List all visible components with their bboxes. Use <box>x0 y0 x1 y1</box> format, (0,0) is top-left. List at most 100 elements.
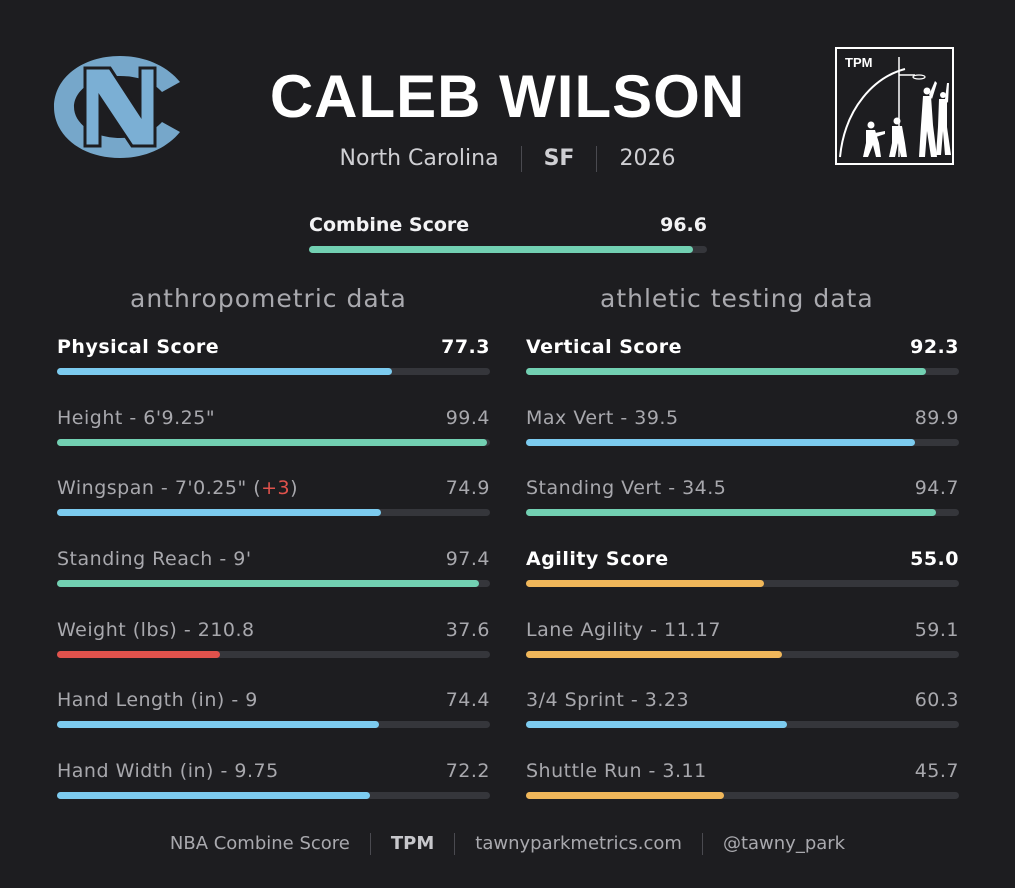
metric-track <box>57 580 490 588</box>
metric-label: Hand Length (in) - 9 <box>57 689 258 711</box>
footer-title: NBA Combine Score <box>169 833 350 854</box>
metric-track <box>57 721 490 729</box>
metric-label: Standing Reach - 9' <box>57 548 252 570</box>
metric-bar <box>57 721 380 729</box>
metric-bar <box>57 580 479 588</box>
tpm-logo: TPM <box>835 47 954 165</box>
combine-score-value: 96.6 <box>660 214 707 236</box>
metric-track <box>526 509 959 517</box>
metric-label-text: Max Vert - 39.5 <box>526 406 679 429</box>
metric-label: Agility Score <box>526 548 669 570</box>
metric-row: Hand Width (in) - 9.75 72.2 <box>57 760 490 831</box>
metric-track <box>526 580 959 588</box>
metric-value: 97.4 <box>445 548 490 571</box>
metric-value: 99.4 <box>445 406 490 429</box>
score-header: Vertical Score 92.3 <box>526 336 959 407</box>
metric-label: 3/4 Sprint - 3.23 <box>526 689 689 711</box>
wingspan-diff: +3 <box>261 477 291 500</box>
divider <box>454 833 456 855</box>
metric-row: Max Vert - 39.5 89.9 <box>526 407 959 478</box>
metric-label-text: Wingspan - 7'0.25" ( <box>57 477 262 500</box>
unc-logo <box>54 56 180 158</box>
metric-row: Standing Reach - 9' 97.4 <box>57 548 490 619</box>
metric-value: 37.6 <box>445 618 490 641</box>
metric-bar <box>526 580 765 588</box>
athletic-title: athletic testing data <box>600 284 874 313</box>
svg-text:TPM: TPM <box>845 55 872 70</box>
metric-label-text: Physical Score <box>57 336 220 358</box>
metric-value: 74.4 <box>445 689 490 712</box>
combine-score-bar <box>309 246 694 253</box>
metric-label: Weight (lbs) - 210.8 <box>57 619 255 641</box>
metric-bar <box>526 368 926 375</box>
divider <box>596 146 598 172</box>
metric-label: Hand Width (in) - 9.75 <box>57 760 279 782</box>
metric-label: Wingspan - 7'0.25" (+3) <box>57 477 298 499</box>
metric-track <box>526 368 959 375</box>
metric-label-text: Height - 6'9.25" <box>57 406 216 429</box>
metric-bar <box>526 792 724 800</box>
metric-label: Lane Agility - 11.17 <box>526 619 721 641</box>
divider <box>701 833 703 855</box>
footer-website: tawnyparkmetrics.com <box>475 833 682 854</box>
metric-value: 77.3 <box>441 336 490 358</box>
metric-row: Hand Length (in) - 9 74.4 <box>57 689 490 760</box>
metric-label: Max Vert - 39.5 <box>526 407 679 429</box>
metric-track <box>57 438 490 446</box>
metric-value: 60.3 <box>914 689 959 712</box>
divider <box>369 833 371 855</box>
footer-handle: @tawny_park <box>722 833 846 854</box>
score-header: Agility Score 55.0 <box>526 548 959 619</box>
player-info: North Carolina SF 2026 <box>0 146 1015 172</box>
metric-label: Physical Score <box>57 336 219 358</box>
metric-label-text: Hand Width (in) - 9.75 <box>57 760 279 783</box>
anthropometric-title: anthropometric data <box>130 284 407 313</box>
combine-score-track <box>309 246 707 253</box>
metric-label-suffix: ) <box>290 477 299 500</box>
divider <box>520 146 522 172</box>
metric-track <box>526 438 959 446</box>
metric-label-text: Weight (lbs) - 210.8 <box>57 618 255 641</box>
metric-value: 55.0 <box>910 548 959 571</box>
metric-label-text: Standing Vert - 34.5 <box>526 477 727 500</box>
metric-bar <box>57 650 220 658</box>
metric-bar <box>57 438 488 446</box>
anthropometric-list: Physical Score 77.3 Height - 6'9.25" 99.4 Wi… <box>57 336 490 831</box>
metric-label: Height - 6'9.25" <box>57 407 215 429</box>
metric-row: 3/4 Sprint - 3.23 60.3 <box>526 689 959 760</box>
metric-bar <box>526 509 937 517</box>
metric-track <box>57 509 490 517</box>
metric-label-text: Lane Agility - 11.17 <box>526 618 721 641</box>
metric-label-text: 3/4 Sprint - 3.23 <box>526 689 690 712</box>
combine-score: Combine Score 96.6 <box>309 214 707 253</box>
metric-bar <box>526 650 782 658</box>
metric-label: Standing Vert - 34.5 <box>526 477 726 499</box>
position-label: SF <box>543 146 575 171</box>
school-label: North Carolina <box>339 146 499 171</box>
metric-label-text: Hand Length (in) - 9 <box>57 689 258 712</box>
metric-row: Lane Agility - 11.17 59.1 <box>526 619 959 690</box>
metric-row: Weight (lbs) - 210.8 37.6 <box>57 619 490 690</box>
combine-score-label: Combine Score <box>309 214 470 236</box>
metric-bar <box>57 792 370 800</box>
metric-track <box>526 650 959 658</box>
metric-value: 59.1 <box>914 618 959 641</box>
metric-label-text: Vertical Score <box>526 336 682 358</box>
metric-value: 94.7 <box>914 477 959 500</box>
score-header: Physical Score 77.3 <box>57 336 490 407</box>
footer: NBA Combine Score TPM tawnyparkmetrics.com… <box>0 833 1015 855</box>
footer-brand: TPM <box>390 833 435 854</box>
metric-track <box>526 792 959 800</box>
metric-label-text: Standing Reach - 9' <box>57 548 252 571</box>
metric-bar <box>57 509 382 517</box>
metric-track <box>57 792 490 800</box>
athletic-list: Vertical Score 92.3 Max Vert - 39.5 89.9 Sta… <box>526 336 959 831</box>
metric-label-text: Agility Score <box>526 548 669 571</box>
metric-value: 72.2 <box>445 760 490 783</box>
metric-track <box>526 721 959 729</box>
metric-row: Standing Vert - 34.5 94.7 <box>526 477 959 548</box>
metric-label: Vertical Score <box>526 336 682 358</box>
player-name: CALEB WILSON <box>269 63 746 130</box>
metric-row: Shuttle Run - 3.11 45.7 <box>526 760 959 831</box>
metric-bar <box>57 368 392 375</box>
